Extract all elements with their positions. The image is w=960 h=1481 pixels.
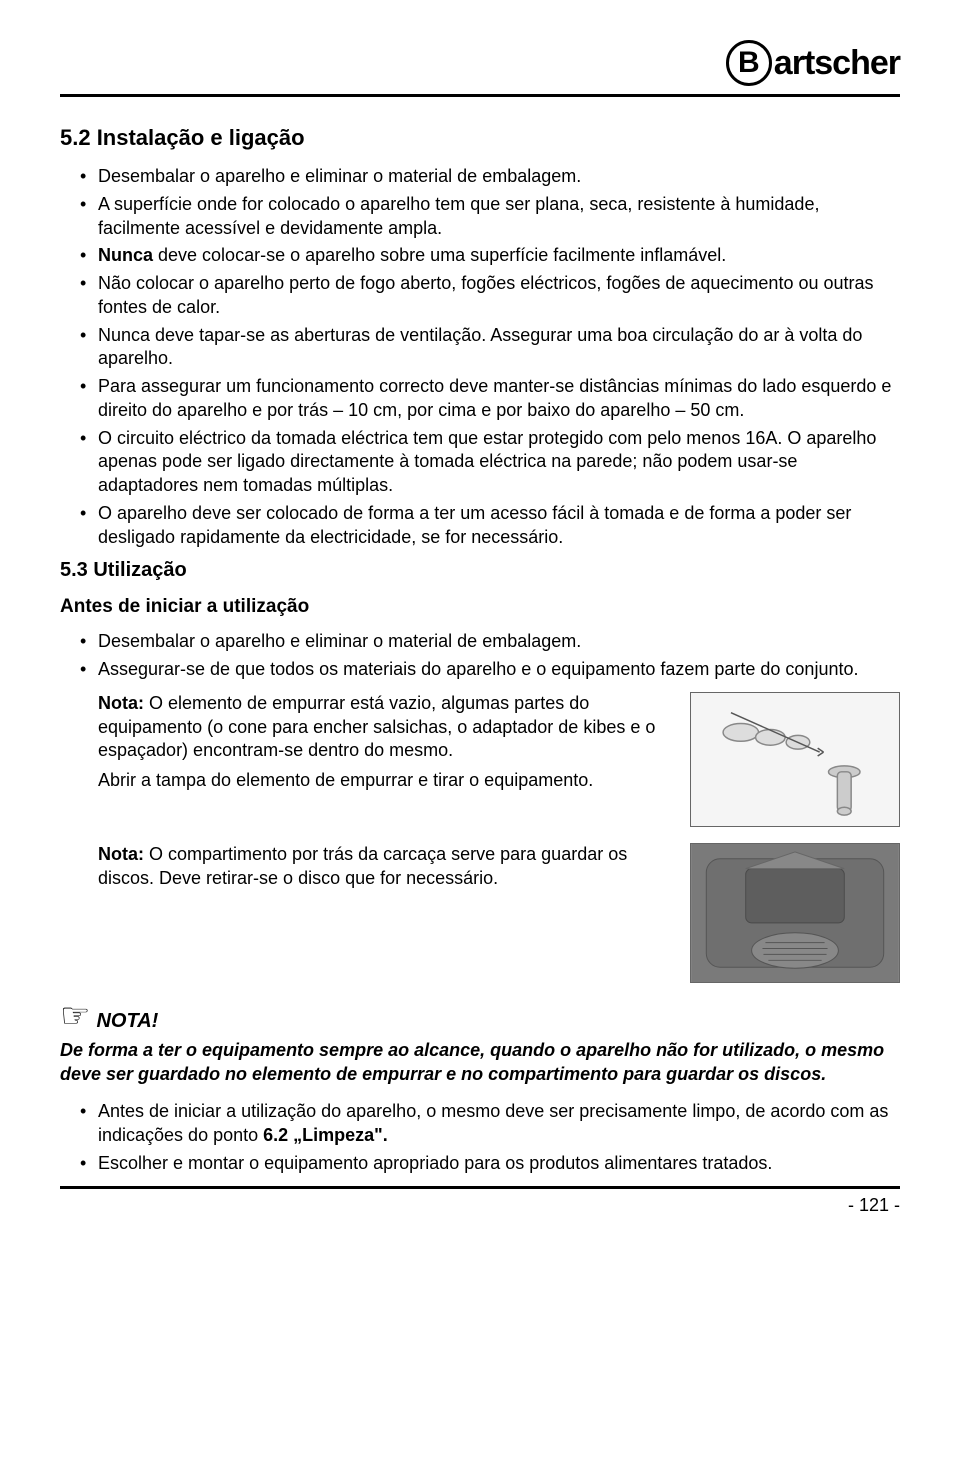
list-item: Nunca deve colocar-se o aparelho sobre u…	[80, 244, 900, 268]
nota-body: De forma a ter o equipamento sempre ao a…	[60, 1039, 900, 1087]
nota-callout: ☞ NOTA!	[60, 999, 900, 1033]
brand-logo: B artscher	[726, 40, 900, 86]
section-5-3-heading: 5.3 Utilização	[60, 559, 900, 582]
section-5-3-subheading: Antes de iniciar a utilização	[60, 596, 900, 618]
section-5-3-list: Desembalar o aparelho e eliminar o mater…	[60, 630, 900, 682]
list-item: O aparelho deve ser colocado de forma a …	[80, 502, 900, 550]
note-1: Nota: O elemento de empurrar está vazio,…	[60, 692, 900, 827]
list-item: Antes de iniciar a utilização do aparelh…	[80, 1100, 900, 1148]
pointing-hand-icon: ☞	[60, 999, 90, 1033]
top-separator	[60, 94, 900, 97]
nota-heading: NOTA!	[96, 1010, 158, 1033]
section-5-2-heading: 5.2 Instalação e ligação	[60, 125, 900, 151]
bottom-separator	[60, 1186, 900, 1189]
disc-compartment-figure	[690, 843, 900, 983]
section-5-3-list-2: Antes de iniciar a utilização do aparelh…	[60, 1100, 900, 1175]
logo-text: artscher	[774, 44, 900, 83]
list-item: Escolher e montar o equipamento apropria…	[80, 1152, 900, 1176]
list-item: O circuito eléctrico da tomada eléctrica…	[80, 427, 900, 498]
header: B artscher	[60, 40, 900, 86]
note-text: O elemento de empurrar está vazio, algum…	[98, 693, 655, 761]
note-2: Nota: O compartimento por trás da carcaç…	[60, 843, 900, 983]
page-number: - 121 -	[60, 1195, 900, 1216]
note-label: Nota:	[98, 844, 144, 864]
note-label: Nota:	[98, 693, 144, 713]
pusher-parts-figure	[690, 692, 900, 827]
logo-initial: B	[726, 40, 772, 86]
list-item: Desembalar o aparelho e eliminar o mater…	[80, 165, 900, 189]
list-item: Nunca deve tapar-se as aberturas de vent…	[80, 324, 900, 372]
section-5-2-list: Desembalar o aparelho e eliminar o mater…	[60, 165, 900, 549]
list-item: Assegurar-se de que todos os materiais d…	[80, 658, 900, 682]
list-item: Não colocar o aparelho perto de fogo abe…	[80, 272, 900, 320]
list-item: Para assegurar um funcionamento correcto…	[80, 375, 900, 423]
list-item: A superfície onde for colocado o aparelh…	[80, 193, 900, 241]
note-text: O compartimento por trás da carcaça serv…	[98, 844, 627, 888]
note-text: Abrir a tampa do elemento de empurrar e …	[98, 769, 676, 793]
list-item: Desembalar o aparelho e eliminar o mater…	[80, 630, 900, 654]
